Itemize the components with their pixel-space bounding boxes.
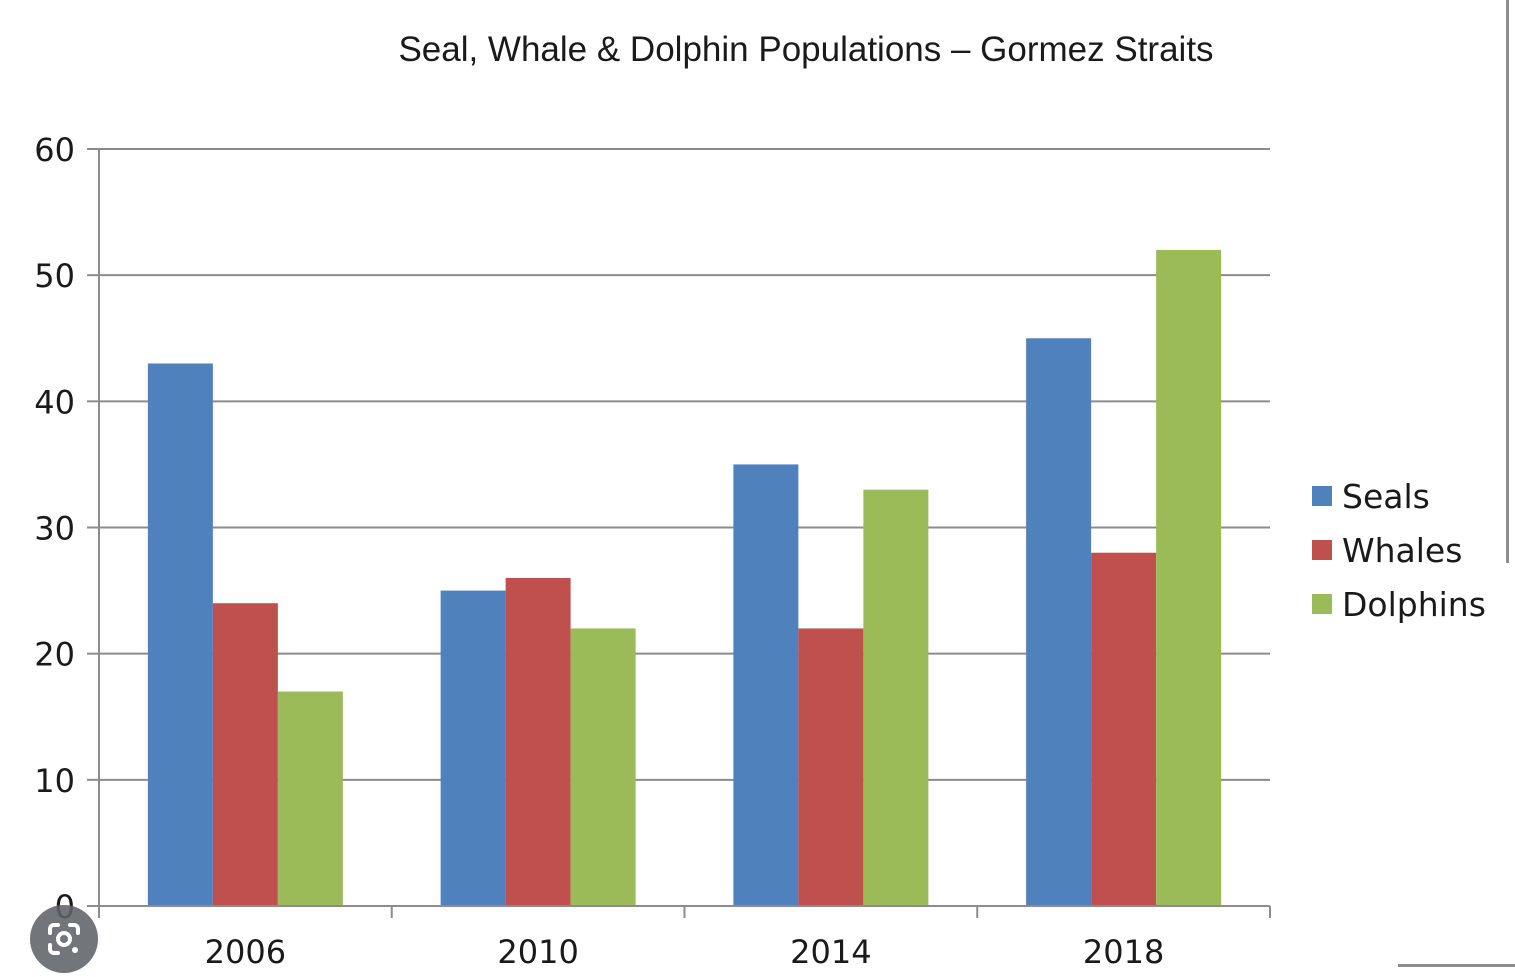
x-axis-ticks: 2006 2010 2014 2018 (98, 906, 1271, 969)
legend-label-seals: Seals (1342, 477, 1430, 516)
y-axis-ticks: 0102030405060 (34, 131, 99, 926)
x-tick-label: 2010 (497, 933, 578, 969)
frame-edge-right (1506, 0, 1509, 563)
visual-search-icon (48, 923, 80, 955)
bar-dolphins-2010 (570, 628, 636, 906)
legend: Seals Whales Dolphins (1312, 477, 1486, 624)
bar-seals-2014 (733, 464, 799, 906)
bar-dolphins-2006 (277, 691, 343, 906)
legend-swatch-whales (1312, 540, 1332, 560)
bar-whales-2014 (798, 628, 864, 906)
x-tick-label: 2014 (790, 933, 871, 969)
x-tick-label: 2018 (1083, 933, 1164, 969)
bar-whales-2010 (505, 577, 571, 906)
x-tick-label: 2006 (205, 933, 286, 969)
y-tick-label: 60 (34, 131, 75, 169)
bar-seals-2006 (147, 363, 213, 906)
legend-swatch-dolphins (1312, 594, 1332, 614)
frame-edge-bottom (1398, 964, 1515, 967)
visual-search-button[interactable] (30, 905, 98, 973)
bar-whales-2006 (212, 603, 278, 906)
bar-whales-2018 (1091, 552, 1157, 906)
y-tick-label: 10 (34, 762, 75, 800)
y-tick-label: 20 (34, 636, 75, 674)
bar-dolphins-2018 (1156, 249, 1222, 906)
legend-label-whales: Whales (1342, 531, 1462, 570)
bars (147, 249, 1222, 906)
y-tick-label: 40 (34, 383, 75, 421)
bar-dolphins-2014 (863, 489, 929, 906)
chart-title: Seal, Whale & Dolphin Populations – Gorm… (398, 30, 1213, 69)
y-tick-label: 30 (34, 510, 75, 548)
bar-seals-2010 (440, 590, 506, 906)
legend-swatch-seals (1312, 486, 1332, 506)
legend-label-dolphins: Dolphins (1342, 585, 1486, 624)
y-tick-label: 50 (34, 257, 75, 295)
bar-seals-2018 (1026, 338, 1092, 906)
